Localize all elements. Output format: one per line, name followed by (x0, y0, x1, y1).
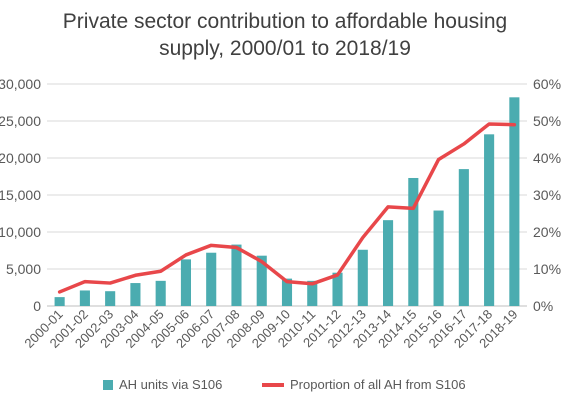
line-point (160, 270, 162, 272)
bar (105, 291, 116, 306)
line-point (513, 124, 515, 126)
y-left-tick-label: 10,000 (0, 224, 41, 240)
bar (54, 297, 65, 306)
legend-label-bars: AH units via S106 (119, 377, 223, 392)
bar (433, 210, 444, 306)
line-point (311, 283, 313, 285)
bar (281, 278, 293, 306)
line-point (337, 274, 339, 276)
y-right-tick-label: 0% (533, 298, 553, 314)
chart-title-line-2: supply, 2000/01 to 2018/19 (159, 37, 411, 60)
series-line (57, 122, 517, 294)
line-point (109, 282, 111, 284)
bar (383, 220, 394, 306)
bar (231, 244, 242, 306)
y-right-tick-label: 60% (533, 76, 561, 92)
legend-label-line: Proportion of all AH from S106 (290, 377, 466, 392)
line-point (387, 206, 389, 208)
y-left-tick-label: 30,000 (0, 76, 41, 92)
line-point (84, 281, 86, 283)
bar (180, 259, 191, 306)
bar (79, 290, 90, 306)
y-left-tick-label: 20,000 (0, 150, 41, 166)
legend-swatch-line (262, 382, 284, 387)
bar (408, 177, 419, 306)
y-left-tick-label: 15,000 (0, 187, 41, 203)
y-left-tick-label: 25,000 (0, 113, 41, 129)
line-point (210, 244, 212, 246)
line-point (185, 254, 187, 256)
y-left-tick-label: 0 (33, 298, 41, 314)
line-point (59, 291, 61, 293)
legend-swatch-bars (103, 379, 113, 390)
y-left-tick-label: 5,000 (6, 261, 41, 277)
bar (307, 280, 318, 306)
bar (357, 249, 368, 306)
line-point (463, 143, 465, 145)
bar (458, 169, 469, 306)
y-right-tick-label: 30% (533, 187, 561, 203)
bar (155, 280, 166, 306)
line-point (438, 158, 440, 160)
bar (130, 283, 141, 306)
chart-title-line-1: Private sector contribution to affordabl… (62, 10, 508, 33)
legend-item-line: Proportion of all AH from S106 (262, 377, 466, 392)
bar (206, 252, 217, 306)
line-point (488, 123, 490, 125)
line-point (134, 274, 136, 276)
line-point (261, 261, 263, 263)
y-right-tick-label: 40% (533, 150, 561, 166)
y-right-tick-label: 20% (533, 224, 561, 240)
line-point (235, 247, 237, 249)
legend: AH units via S106 Proportion of all AH f… (0, 377, 570, 397)
line-point (362, 237, 364, 239)
bar (484, 134, 495, 306)
line-point (286, 281, 288, 283)
legend-item-bars: AH units via S106 (103, 377, 222, 392)
y-right-tick-label: 10% (533, 261, 561, 277)
bar (332, 272, 343, 306)
bar (256, 255, 267, 306)
y-right-tick-label: 50% (533, 113, 561, 129)
chart-title: Private sector contribution to affordabl… (0, 8, 570, 62)
line-point (412, 207, 414, 209)
bar (509, 97, 520, 306)
